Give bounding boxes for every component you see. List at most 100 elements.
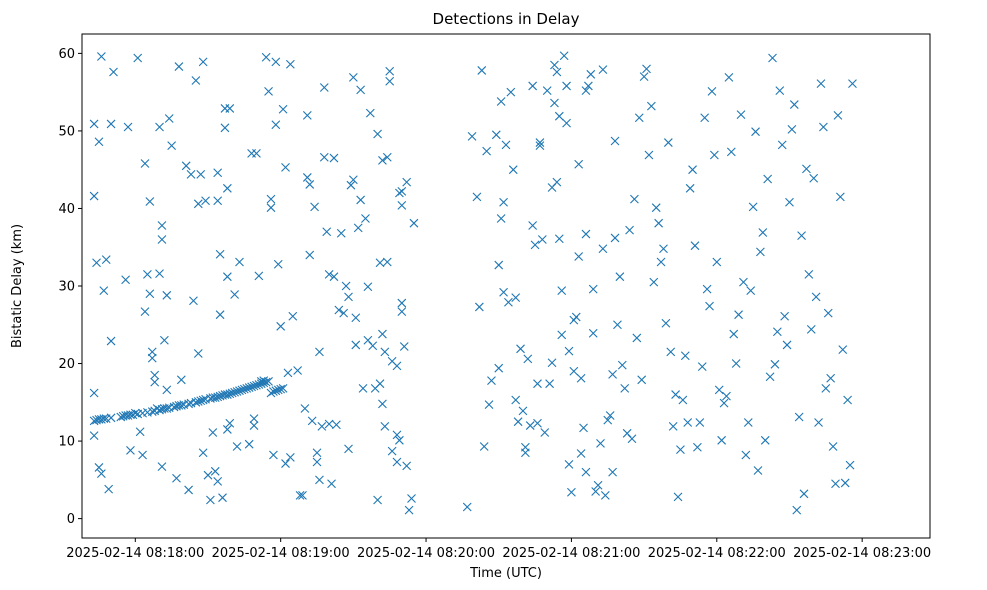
data-point <box>266 388 276 398</box>
data-point <box>569 366 579 376</box>
data-point <box>247 382 256 392</box>
data-point <box>591 487 601 496</box>
data-point <box>225 389 235 399</box>
data-point <box>506 87 516 97</box>
data-point <box>610 233 620 243</box>
data-point <box>375 379 385 389</box>
data-point <box>150 370 160 380</box>
data-point <box>702 284 712 294</box>
data-point <box>705 301 714 311</box>
data-point <box>484 400 494 410</box>
data-point <box>235 257 244 267</box>
x-axis-ticks: 2025-02-14 08:18:00 2025-02-14 08:19:00 20… <box>66 538 931 561</box>
data-point <box>477 66 487 75</box>
data-point <box>797 231 806 240</box>
data-point <box>608 467 617 477</box>
data-point <box>598 244 608 254</box>
data-point <box>334 305 344 315</box>
data-point <box>288 311 298 321</box>
data-point <box>547 358 557 368</box>
data-point <box>603 415 613 425</box>
data-point <box>351 313 361 323</box>
data-point <box>174 62 184 71</box>
data-point <box>278 383 288 393</box>
data-point <box>564 346 574 356</box>
data-point <box>295 490 305 500</box>
data-point <box>210 466 220 476</box>
data-point <box>293 366 303 375</box>
data-point <box>213 168 223 178</box>
data-point <box>501 140 511 150</box>
data-point <box>387 356 397 366</box>
y-tick-label: 40 <box>58 202 75 217</box>
chart-title: Detections in Delay <box>433 10 580 28</box>
data-point <box>530 240 540 250</box>
data-point <box>356 195 366 205</box>
data-point <box>271 386 281 396</box>
data-point <box>271 57 281 67</box>
data-point <box>266 194 276 204</box>
data-point <box>89 119 99 129</box>
data-point <box>758 228 768 237</box>
plot-frame <box>81 33 931 539</box>
data-point <box>312 457 322 467</box>
data-point <box>89 416 99 426</box>
data-point <box>208 428 218 437</box>
data-point <box>581 229 591 239</box>
data-point <box>753 466 763 475</box>
data-point <box>659 244 668 254</box>
data-point <box>196 169 206 179</box>
data-point <box>159 335 169 345</box>
x-tick-label: 2025-02-14 08:21:00 <box>502 546 640 561</box>
data-point <box>680 351 690 361</box>
data-point <box>155 405 164 415</box>
x-tick-label: 2025-02-14 08:20:00 <box>357 546 495 561</box>
data-point <box>385 66 395 76</box>
data-point <box>157 221 167 230</box>
data-point <box>329 153 339 163</box>
data-point <box>646 101 656 111</box>
data-point <box>562 118 571 128</box>
data-point <box>678 395 688 405</box>
data-point <box>252 149 261 158</box>
data-point <box>823 308 833 318</box>
data-point <box>222 425 232 434</box>
data-point <box>239 384 249 394</box>
data-point <box>218 493 227 503</box>
data-point <box>668 421 678 431</box>
data-point <box>673 492 683 502</box>
y-tick-label: 0 <box>67 512 75 527</box>
data-point <box>322 227 332 237</box>
data-point <box>254 271 264 281</box>
data-point <box>407 494 416 503</box>
data-point <box>215 249 225 259</box>
data-point <box>302 111 312 120</box>
data-point <box>176 375 186 385</box>
data-point <box>276 384 286 394</box>
data-point <box>193 397 203 406</box>
data-point <box>499 287 508 297</box>
data-point <box>472 192 482 202</box>
data-point <box>397 307 407 316</box>
data-point <box>554 111 564 121</box>
data-point <box>206 495 215 505</box>
data-point <box>222 183 232 193</box>
data-point <box>198 448 208 458</box>
data-point <box>235 386 244 396</box>
data-point <box>358 383 368 393</box>
data-point <box>155 122 164 132</box>
data-point <box>305 180 315 189</box>
data-point <box>402 461 412 471</box>
data-point <box>227 388 237 398</box>
data-point <box>683 418 693 427</box>
data-point <box>831 479 840 489</box>
data-point <box>780 311 790 321</box>
data-point <box>697 362 707 372</box>
data-point <box>525 421 535 430</box>
data-point <box>145 289 155 299</box>
data-point <box>281 459 290 468</box>
data-point <box>344 444 353 454</box>
data-point <box>92 258 101 268</box>
